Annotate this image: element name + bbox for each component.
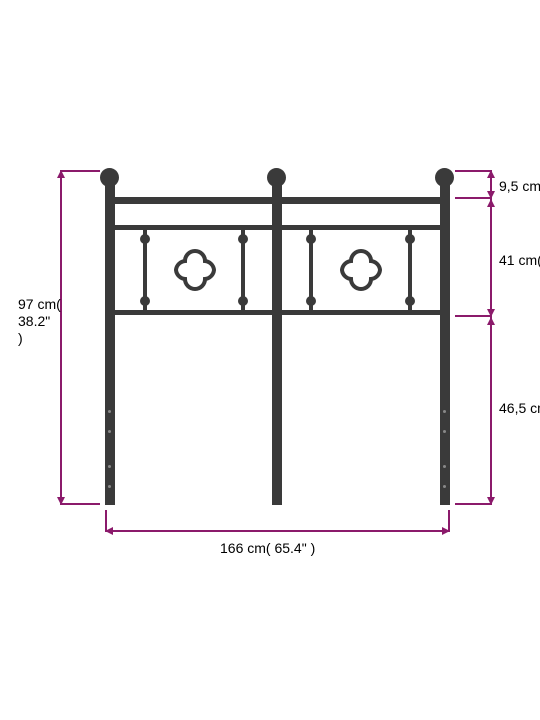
mount-hole [108,410,111,413]
panel-rail [115,225,272,230]
dim-cm: 41 cm( [499,252,540,268]
mount-hole [443,465,446,468]
post-right [440,175,450,505]
dim-line-width [105,530,450,532]
arrow-icon [487,309,495,317]
mount-hole [108,430,111,433]
arrow-icon [57,170,65,178]
quatrefoil-ornament [338,247,384,293]
top-rail [282,197,440,204]
quatrefoil-ornament [172,247,218,293]
bar-ring [140,234,150,244]
dim-cm: 46,5 cm( [499,400,540,416]
bar-ring [405,234,415,244]
bar-ring [238,296,248,306]
mount-hole [443,485,446,488]
arrow-icon [487,497,495,505]
top-rail [115,197,272,204]
dim-label-width: 166 cm( 65.4" ) [220,540,315,557]
dim-ext [60,503,100,505]
mount-hole [443,410,446,413]
mount-hole [108,485,111,488]
mount-hole [443,430,446,433]
panel-rail [282,310,440,315]
bar-ring [306,296,316,306]
bar-ring [306,234,316,244]
dim-cm: 97 cm( [18,296,61,312]
arrow-icon [487,170,495,178]
dim-label-height: 97 cm( 38.2" ) [18,296,78,346]
arrow-icon [487,191,495,199]
dim-close: ) [18,330,23,346]
arrow-icon [57,497,65,505]
post-left [105,175,115,505]
dim-line-right [490,170,492,505]
arrow-icon [487,199,495,207]
bar-ring [238,234,248,244]
dim-ext [60,170,100,172]
dim-in: 65.4" [274,540,306,556]
dim-label-panel: 41 cm( 16.1" ) [499,252,540,269]
panel-rail [115,310,272,315]
dim-label-top-gap: 9,5 cm( 3.7" ) [499,178,540,195]
arrow-icon [442,527,450,535]
post-mid [272,175,282,505]
bar-ring [405,296,415,306]
panel-rail [282,225,440,230]
dim-close: ) [311,540,316,556]
dim-cm: 166 cm( [220,540,271,556]
mount-hole [108,465,111,468]
dim-label-leg: 46,5 cm( 18.3" ) [499,400,540,417]
dim-in: 38.2" [18,313,50,329]
dim-cm: 9,5 cm( [499,178,540,194]
arrow-icon [487,317,495,325]
dimension-diagram: 97 cm( 38.2" ) 9,5 cm( 3.7" ) 41 cm( 16.… [0,0,540,720]
arrow-icon [105,527,113,535]
bar-ring [140,296,150,306]
